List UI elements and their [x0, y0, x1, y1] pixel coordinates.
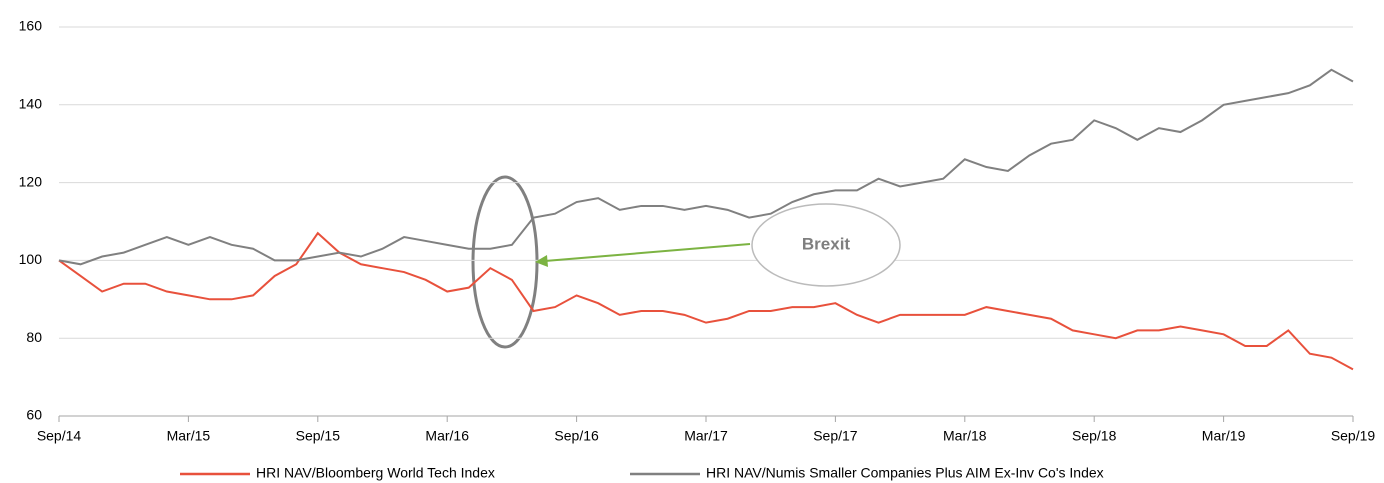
annotation-bubble	[751, 203, 901, 287]
x-tick-label: Mar/15	[167, 428, 211, 444]
y-tick-label: 160	[19, 18, 43, 34]
y-tick-label: 100	[19, 251, 43, 267]
arrow-head	[535, 255, 548, 267]
y-tick-label: 80	[26, 329, 42, 345]
series-line	[58, 68, 1354, 266]
y-tick-label: 140	[19, 96, 43, 112]
x-tick-label: Sep/14	[37, 428, 82, 444]
x-tick-label: Sep/16	[554, 428, 599, 444]
brexit-highlight	[471, 175, 539, 349]
annotation: Brexit	[802, 234, 851, 253]
x-tick-label: Sep/17	[813, 428, 858, 444]
series-line	[58, 231, 1354, 371]
x-tick-label: Mar/18	[943, 428, 987, 444]
x-tick-label: Mar/19	[1202, 428, 1246, 444]
x-tick-label: Sep/19	[1331, 428, 1376, 444]
y-tick-label: 120	[19, 173, 43, 189]
x-tick-label: Mar/17	[684, 428, 728, 444]
legend-label: HRI NAV/Bloomberg World Tech Index	[256, 465, 495, 481]
x-tick-label: Sep/15	[296, 428, 341, 444]
annotation-arrow	[544, 243, 751, 262]
legend-label: HRI NAV/Numis Smaller Companies Plus AIM…	[706, 465, 1104, 481]
y-tick-label: 60	[26, 407, 42, 423]
x-tick-label: Mar/16	[425, 428, 469, 444]
x-tick-label: Sep/18	[1072, 428, 1117, 444]
